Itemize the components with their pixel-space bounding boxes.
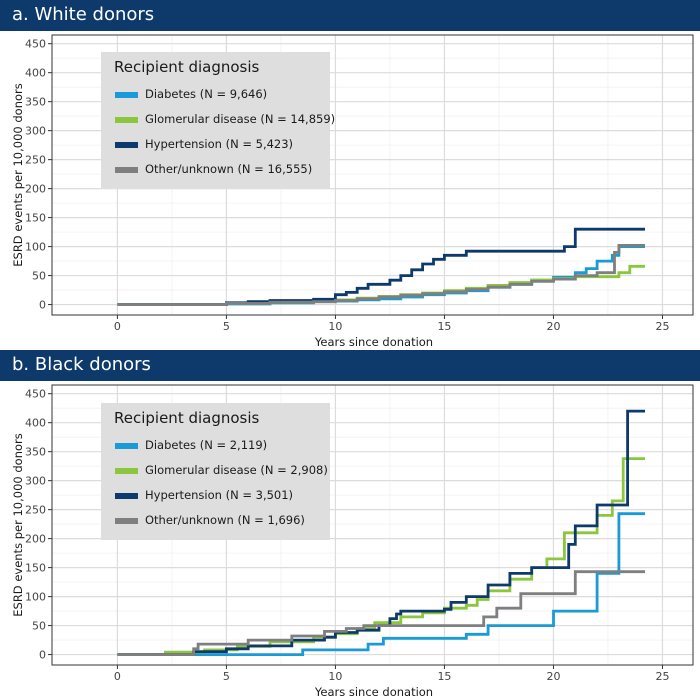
- legend-item-hypertension: Hypertension (N = 5,423): [115, 135, 330, 155]
- y-tick-label: 350: [25, 96, 46, 109]
- y-tick-label: 300: [25, 475, 46, 488]
- legend: Recipient diagnosis Diabetes (N = 2,119)…: [101, 403, 330, 540]
- x-tick-label: 15: [437, 320, 451, 333]
- legend-item-glomerular: Glomerular disease (N = 14,859): [115, 110, 335, 130]
- x-tick-label: 5: [223, 320, 230, 333]
- x-axis-title: Years since donation: [314, 685, 433, 699]
- series-line-3: [117, 570, 645, 656]
- legend-label: Other/unknown (N = 1,696): [145, 513, 305, 527]
- panel-white-donors: a. White donors 0 5 10 15 20 25 0 50 100 150 200 25…: [0, 0, 700, 349]
- y-tick-label: 450: [25, 38, 46, 51]
- series-line-2: [117, 409, 645, 656]
- panel-header: b. Black donors: [0, 350, 700, 381]
- y-tick-label: 50: [32, 620, 46, 633]
- x-tick-label: 0: [114, 670, 121, 683]
- y-tick-label: 100: [25, 241, 46, 254]
- legend-label: Hypertension (N = 5,423): [145, 137, 294, 151]
- x-axis-title: Years since donation: [314, 335, 433, 349]
- legend-title: Recipient diagnosis: [114, 58, 260, 76]
- legend: Recipient diagnosis Diabetes (N = 9,646)…: [101, 52, 335, 189]
- legend-item-other: Other/unknown (N = 16,555): [115, 160, 330, 180]
- y-tick-label: 250: [25, 154, 46, 167]
- y-tick-label: 100: [25, 591, 46, 604]
- plot-border: [51, 34, 694, 316]
- panel-title: a. White donors: [12, 4, 155, 25]
- y-axis-title: ESRD events per 10,000 donors: [11, 83, 25, 267]
- legend-label: Glomerular disease (N = 2,908): [145, 463, 328, 477]
- y-tick-label: 250: [25, 504, 46, 517]
- legend-swatch: [115, 167, 138, 173]
- x-tick-label: 25: [655, 320, 669, 333]
- x-tick-label: 20: [546, 320, 560, 333]
- y-axis-title: ESRD events per 10,000 donors: [11, 433, 25, 617]
- x-tick-label: 10: [328, 670, 342, 683]
- x-tick-label: 20: [546, 670, 560, 683]
- legend-label: Glomerular disease (N = 14,859): [145, 112, 336, 126]
- y-tick-label: 450: [25, 388, 46, 401]
- panel-title: b. Black donors: [12, 354, 151, 375]
- y-tick-label: 50: [32, 270, 46, 283]
- x-tick-label: 25: [655, 670, 669, 683]
- x-tick-label: 15: [437, 670, 451, 683]
- series-line-0: [117, 512, 645, 656]
- legend-label: Other/unknown (N = 16,555): [145, 162, 313, 176]
- legend-swatch: [115, 142, 138, 148]
- legend-label: Diabetes (N = 2,119): [145, 438, 268, 452]
- y-tick-label: 0: [39, 649, 46, 662]
- y-tick-label: 150: [25, 212, 46, 225]
- y-tick-label: 400: [25, 67, 46, 80]
- plot-border: [51, 384, 694, 666]
- legend-swatch: [115, 117, 138, 123]
- series-line-3: [117, 244, 645, 306]
- y-tick-label: 400: [25, 417, 46, 430]
- legend-label: Diabetes (N = 9,646): [145, 87, 268, 101]
- y-tick-label: 200: [25, 533, 46, 546]
- y-tick-label: 350: [25, 446, 46, 459]
- legend-swatch: [115, 468, 138, 474]
- legend-swatch: [115, 443, 138, 449]
- legend-title: Recipient diagnosis: [114, 409, 260, 427]
- legend-label: Hypertension (N = 3,501): [145, 488, 294, 502]
- y-tick-label: 200: [25, 183, 46, 196]
- panel-header: a. White donors: [0, 0, 700, 31]
- panel-black-donors: b. Black donors 0 5 10 15 20 25 0 50 100 150 200 25…: [0, 350, 700, 700]
- legend-swatch: [115, 493, 138, 499]
- legend-item-diabetes: Diabetes (N = 9,646): [115, 85, 330, 105]
- x-tick-label: 0: [114, 320, 121, 333]
- legend-item-other: Other/unknown (N = 1,696): [115, 511, 330, 531]
- series-line-2: [117, 227, 645, 306]
- x-tick-label: 5: [223, 670, 230, 683]
- legend-swatch: [115, 518, 138, 524]
- legend-swatch: [115, 92, 138, 98]
- y-tick-label: 0: [39, 299, 46, 312]
- x-tick-label: 10: [328, 320, 342, 333]
- y-tick-label: 300: [25, 125, 46, 138]
- y-tick-label: 150: [25, 562, 46, 575]
- legend-item-glomerular: Glomerular disease (N = 2,908): [115, 461, 330, 481]
- legend-item-diabetes: Diabetes (N = 2,119): [115, 436, 330, 456]
- legend-item-hypertension: Hypertension (N = 3,501): [115, 486, 330, 506]
